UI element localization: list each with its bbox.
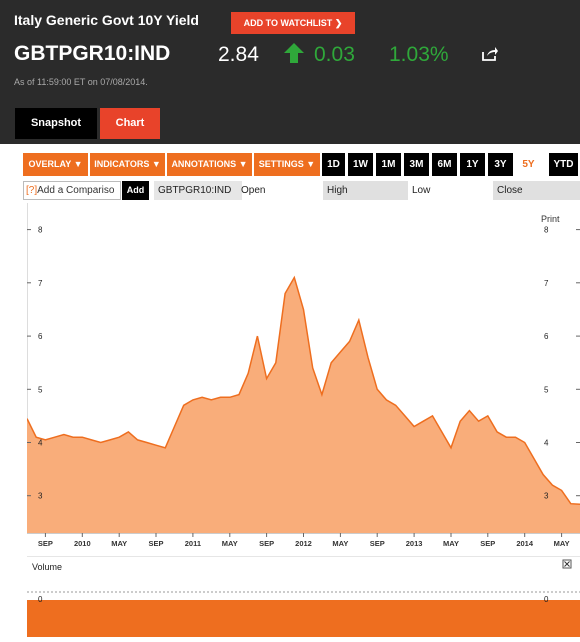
y-tick-label: 7 bbox=[38, 279, 43, 288]
x-tick-label: MAY bbox=[332, 539, 348, 548]
range-1y[interactable]: 1Y bbox=[460, 153, 485, 176]
x-tick-label: MAY bbox=[111, 539, 127, 548]
y-tick-label: 6 bbox=[544, 332, 549, 341]
y-tick-label: 5 bbox=[38, 385, 43, 394]
caret-down-icon: ▼ bbox=[151, 159, 161, 169]
comparison-placeholder: Add a Compariso bbox=[37, 185, 115, 196]
y-tick-label: 8 bbox=[544, 226, 549, 235]
chart-toolbar: OVERLAY ▼ INDICATORS ▼ ANNOTATIONS ▼ SET… bbox=[23, 153, 580, 176]
overlay-menu[interactable]: OVERLAY ▼ bbox=[23, 153, 88, 176]
volume-left-tick: 0 bbox=[38, 595, 43, 604]
ticker-symbol: GBTPGR10:IND bbox=[14, 42, 171, 65]
low-label: Low bbox=[412, 185, 431, 196]
x-tick-label: 2014 bbox=[516, 539, 534, 548]
price-change: 0.03 bbox=[314, 43, 355, 66]
close-label: Close bbox=[493, 181, 580, 200]
x-tick-label: SEP bbox=[38, 539, 53, 548]
caret-down-icon: ▼ bbox=[238, 159, 248, 169]
x-tick-label: MAY bbox=[443, 539, 459, 548]
as-of-timestamp: As of 11:59:00 ET on 07/08/2014. bbox=[14, 77, 148, 87]
overlay-label: OVERLAY bbox=[28, 159, 72, 169]
x-tick-label: SEP bbox=[480, 539, 495, 548]
comparison-row: [?]Add a Compariso Add GBTPGR10:IND Open… bbox=[23, 181, 580, 200]
quote-header: Italy Generic Govt 10Y Yield ADD TO WATC… bbox=[0, 0, 580, 144]
indicators-menu[interactable]: INDICATORS ▼ bbox=[90, 153, 165, 176]
volume-svg: Volume 0 0 bbox=[27, 555, 580, 637]
high-label: High bbox=[323, 181, 408, 200]
y-tick-label: 6 bbox=[38, 332, 43, 341]
annotations-label: ANNOTATIONS bbox=[171, 159, 237, 169]
range-5y[interactable]: 5Y bbox=[516, 153, 541, 176]
range-6m[interactable]: 6M bbox=[432, 153, 457, 176]
tab-snapshot[interactable]: Snapshot bbox=[15, 108, 97, 139]
y-tick-label: 4 bbox=[544, 439, 549, 448]
range-1w[interactable]: 1W bbox=[348, 153, 373, 176]
caret-down-icon: ▼ bbox=[73, 159, 83, 169]
range-ytd[interactable]: YTD bbox=[549, 153, 578, 176]
yield-line bbox=[26, 275, 580, 506]
x-tick-label: SEP bbox=[259, 539, 274, 548]
settings-label: SETTINGS bbox=[258, 159, 304, 169]
volume-area bbox=[27, 600, 580, 637]
arrow-up-icon bbox=[284, 43, 304, 63]
yield-area bbox=[27, 277, 580, 533]
print-link[interactable]: Print bbox=[541, 214, 560, 224]
y-tick-label: 3 bbox=[544, 492, 549, 501]
indicators-label: INDICATORS bbox=[94, 159, 150, 169]
watchlist-label: ADD TO WATCHLIST bbox=[243, 18, 333, 28]
add-to-watchlist-button[interactable]: ADD TO WATCHLIST ❯ bbox=[231, 12, 355, 34]
help-icon[interactable]: [?] bbox=[26, 185, 38, 196]
open-label: Open bbox=[241, 185, 266, 196]
x-tick-label: SEP bbox=[370, 539, 385, 548]
range-3y[interactable]: 3Y bbox=[488, 153, 513, 176]
x-tick-label: MAY bbox=[222, 539, 238, 548]
comparison-input[interactable]: [?]Add a Compariso bbox=[23, 181, 121, 200]
range-1m[interactable]: 1M bbox=[376, 153, 401, 176]
settings-menu[interactable]: SETTINGS ▼ bbox=[254, 153, 320, 176]
x-tick-label: 2010 bbox=[74, 539, 91, 548]
volume-label: Volume bbox=[32, 562, 62, 572]
y-tick-label: 7 bbox=[544, 279, 549, 288]
range-3m[interactable]: 3M bbox=[404, 153, 429, 176]
close-icon[interactable] bbox=[562, 559, 572, 569]
add-comparison-button[interactable]: Add bbox=[122, 181, 149, 200]
x-tick-label: SEP bbox=[148, 539, 163, 548]
percent-change: 1.03% bbox=[389, 43, 449, 66]
y-tick-label: 3 bbox=[38, 492, 43, 501]
volume-panel: Volume 0 0 bbox=[27, 555, 580, 637]
symbol-label: GBTPGR10:IND bbox=[154, 181, 242, 200]
caret-down-icon: ▼ bbox=[306, 159, 316, 169]
x-tick-label: 2013 bbox=[406, 539, 423, 548]
chart-svg: 3 3 4 4 5 5 6 6 7 7 8 8 SEP 2010 MAY SEP 2011 MAY SEP 2012… bbox=[26, 203, 580, 548]
annotations-menu[interactable]: ANNOTATIONS ▼ bbox=[167, 153, 252, 176]
x-tick-label: 2012 bbox=[295, 539, 312, 548]
page-title: Italy Generic Govt 10Y Yield bbox=[14, 12, 199, 28]
tab-chart[interactable]: Chart bbox=[100, 108, 160, 139]
price-chart[interactable]: 3 3 4 4 5 5 6 6 7 7 8 8 SEP 2010 MAY SEP 2011 MAY SEP 2012… bbox=[26, 203, 580, 550]
y-tick-label: 5 bbox=[544, 385, 549, 394]
y-tick-label: 8 bbox=[38, 226, 43, 235]
last-price: 2.84 bbox=[218, 43, 259, 66]
volume-right-tick: 0 bbox=[544, 595, 549, 604]
share-icon[interactable] bbox=[481, 46, 499, 62]
x-tick-label: MAY bbox=[554, 539, 570, 548]
chevron-right-icon: ❯ bbox=[334, 18, 343, 28]
x-tick-label: 2011 bbox=[185, 539, 201, 548]
range-1d[interactable]: 1D bbox=[322, 153, 345, 176]
y-tick-label: 4 bbox=[38, 439, 43, 448]
